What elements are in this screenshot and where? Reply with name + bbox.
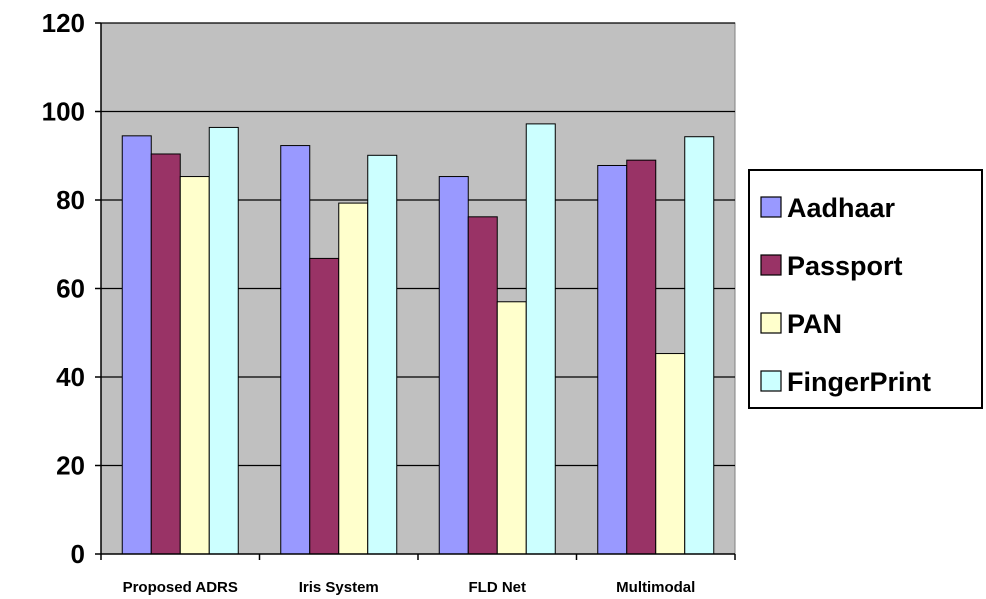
bar-aadhaar-3 (597, 164, 628, 555)
bar-passport-2 (467, 216, 498, 555)
x-category-label: Multimodal (616, 579, 695, 596)
y-tick-label: 20 (56, 451, 85, 481)
legend-swatch-pan (760, 312, 782, 334)
x-category-label: FLD Net (469, 579, 527, 596)
y-tick-label: 40 (56, 362, 85, 392)
y-tick-label: 0 (71, 539, 85, 569)
bars (121, 123, 715, 555)
bar-fingerprint-1 (367, 154, 398, 555)
y-tick-label: 120 (42, 8, 85, 38)
legend-label-aadhaar: Aadhaar (787, 193, 896, 223)
x-category-label: Iris System (299, 579, 379, 596)
legend-swatch-aadhaar (760, 196, 782, 218)
bar-fingerprint-2 (525, 123, 556, 555)
x-category-label: Proposed ADRS (123, 579, 238, 596)
bar-pan-2 (496, 301, 527, 555)
bar-pan-0 (179, 176, 210, 555)
bar-aadhaar-1 (280, 145, 311, 555)
bar-passport-1 (309, 257, 340, 555)
y-tick-label: 100 (42, 97, 85, 127)
legend-label-pan: PAN (787, 309, 842, 339)
bar-passport-3 (626, 159, 657, 555)
legend-label-fingerprint: FingerPrint (787, 367, 931, 397)
bar-passport-0 (150, 153, 181, 555)
legend-box (748, 169, 983, 409)
bar-pan-1 (338, 202, 369, 555)
bar-fingerprint-3 (684, 136, 715, 555)
bar-aadhaar-0 (121, 135, 152, 555)
x-axis-categories: Proposed ADRS Iris System FLD Net Multimoda… (100, 554, 736, 596)
legend-label-passport: Passport (787, 251, 903, 281)
legend: Aadhaar Passport PAN FingerPrint (748, 169, 983, 409)
bar-aadhaar-2 (438, 176, 469, 555)
y-axis-ticks: 0 20 40 60 80 100 120 (42, 8, 101, 569)
bar-fingerprint-0 (208, 126, 239, 555)
legend-swatch-passport (760, 254, 782, 276)
y-tick-label: 80 (56, 185, 85, 215)
legend-swatch-fingerprint (760, 370, 782, 392)
y-tick-label: 60 (56, 274, 85, 304)
bar-pan-3 (655, 353, 686, 555)
